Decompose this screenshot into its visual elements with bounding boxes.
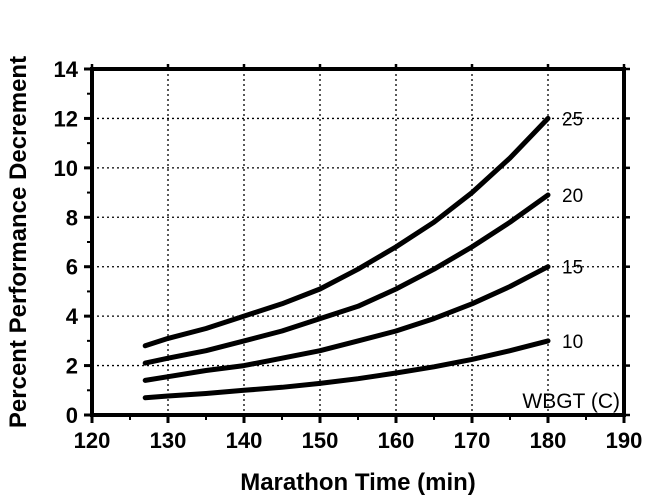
series-group [142, 115, 551, 401]
x-tick-label: 150 [302, 428, 339, 453]
series-label-20: 20 [562, 186, 583, 207]
y-tick-label: 12 [54, 106, 78, 131]
y-tick-label: 8 [66, 205, 78, 230]
y-tick-label: 6 [66, 255, 78, 280]
y-axis-title: Percent Performance Decrement [5, 56, 32, 428]
y-tick-label: 2 [66, 354, 78, 379]
y-tick-label: 14 [54, 57, 79, 82]
axis-ticks [84, 64, 630, 423]
x-axis-title: Marathon Time (min) [240, 469, 476, 496]
series-line-10 [142, 338, 551, 401]
y-tick-label: 0 [66, 403, 78, 428]
x-tick-label: 190 [606, 428, 643, 453]
y-tick-label: 10 [54, 156, 78, 181]
legend-title: WBGT (C) [522, 390, 620, 413]
y-tick-label: 4 [66, 304, 79, 329]
x-tick-label: 120 [74, 428, 111, 453]
series-label-15: 15 [562, 258, 583, 279]
tick-labels: 120 130 140 150 160 170 180 190 0 2 4 6 8 10 12 14 25 20 1… [54, 57, 643, 453]
x-tick-label: 140 [226, 428, 263, 453]
x-tick-label: 160 [378, 428, 415, 453]
series-label-10: 10 [562, 332, 583, 353]
x-tick-label: 130 [150, 428, 187, 453]
x-tick-label: 170 [454, 428, 491, 453]
series-line-20 [142, 192, 551, 366]
x-tick-label: 180 [530, 428, 567, 453]
series-line-15 [142, 264, 551, 383]
series-label-25: 25 [562, 109, 583, 130]
series-line-25 [142, 115, 551, 349]
